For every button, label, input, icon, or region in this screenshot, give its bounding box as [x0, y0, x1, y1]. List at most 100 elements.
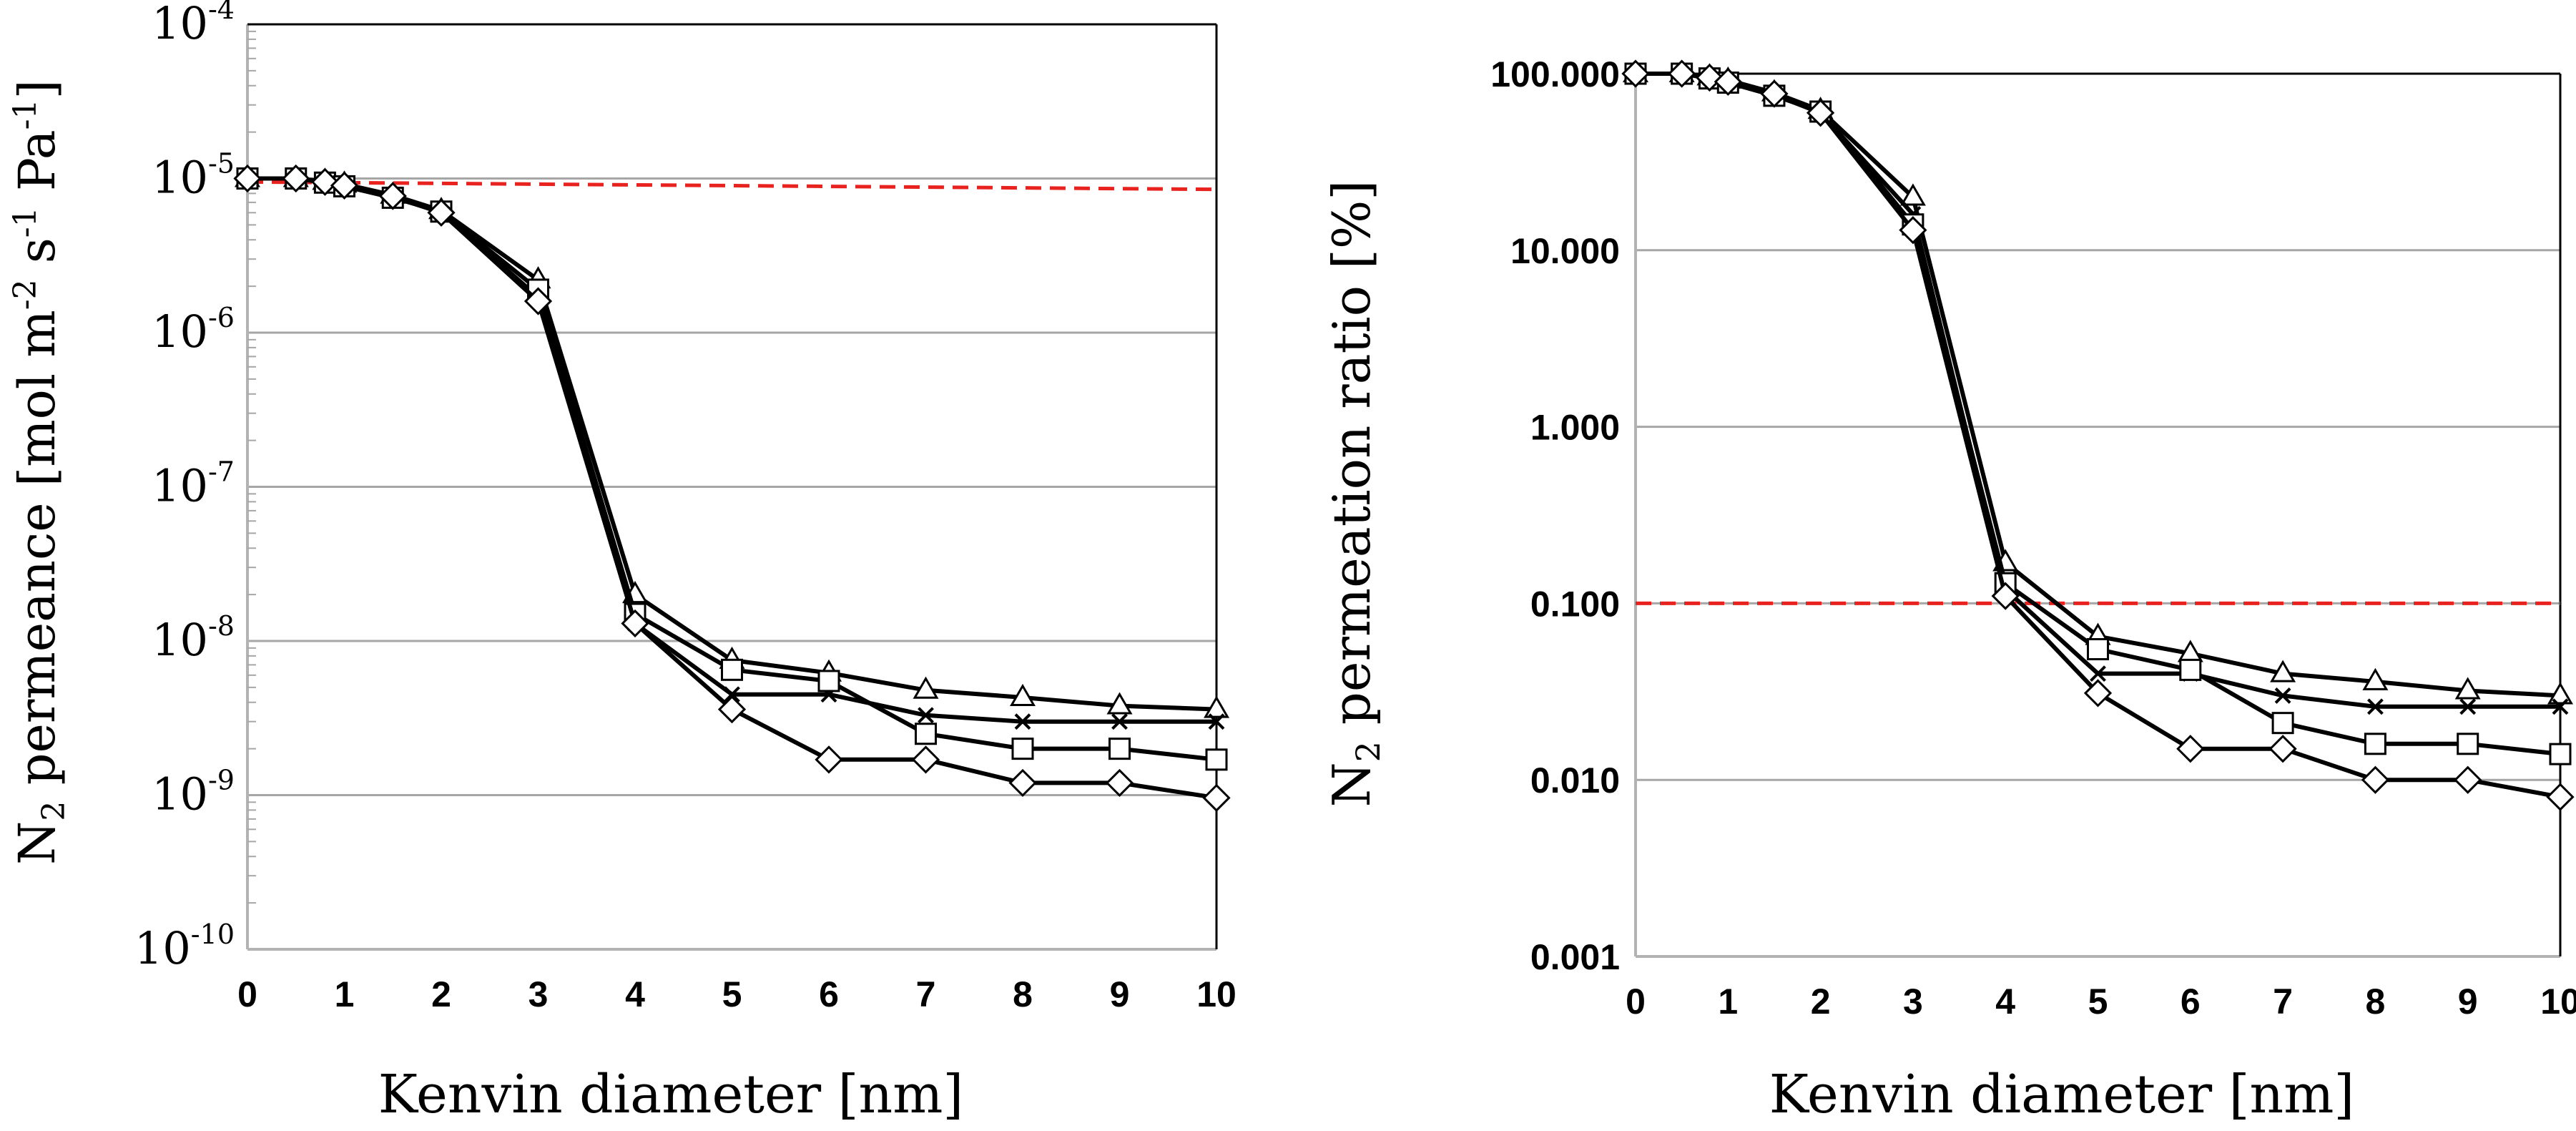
- series-diamond: [233, 164, 1231, 812]
- data-point-diamond: [1621, 59, 1650, 88]
- x-tick-label: 8: [2365, 981, 2385, 1022]
- data-point-diamond: [282, 164, 310, 193]
- x-tick-label: 9: [2458, 981, 2478, 1022]
- x-tick-label: 4: [1995, 981, 2015, 1022]
- y-tick-label: 1.000: [1530, 408, 1620, 448]
- reference-line-dashed: [247, 180, 1217, 192]
- series-line-cross: [1636, 72, 2560, 709]
- x-tick-label: 3: [1903, 981, 1923, 1022]
- data-point-square: [915, 723, 937, 745]
- chart-right-x-tick-labels: 0 1 2 3 4 5 6 7 8 9 10: [1626, 981, 2576, 1022]
- chart-left-reference-line: [247, 180, 1217, 192]
- y-tick-label: 10-4: [152, 0, 235, 49]
- data-point-square: [721, 658, 743, 681]
- data-point-triangle: [1899, 183, 1926, 206]
- x-tick-label: 10: [1196, 974, 1237, 1014]
- chart-left-permeance: 0 1 2 3 4 5 6 7 8 9 10 10-1010-910-810-710-610-510…: [7, 0, 1237, 1125]
- chart-right-x-axis-label: Kenvin diameter [nm]: [1769, 1064, 2355, 1125]
- chart-left-x-axis-label: Kenvin diameter [nm]: [378, 1064, 964, 1125]
- data-point-cross: [2366, 698, 2384, 715]
- data-point-diamond: [2546, 783, 2575, 811]
- y-tick-label: 0.010: [1530, 760, 1620, 800]
- y-tick-label: 10.000: [1510, 231, 1620, 271]
- data-point-cross: [2459, 698, 2477, 715]
- data-point-square: [1011, 738, 1034, 760]
- y-tick-label: 0.001: [1530, 937, 1620, 977]
- data-point-diamond: [1899, 216, 1927, 245]
- y-tick-label: 10-7: [152, 456, 235, 512]
- series-diamond: [1621, 59, 2575, 811]
- chart-right-y-tick-labels: 0.001 0.010 0.100 1.000 10.000 100.000: [1490, 54, 1620, 977]
- data-point-triangle: [2270, 660, 2296, 682]
- data-point-diamond: [1008, 768, 1037, 798]
- x-tick-label: 0: [237, 974, 257, 1014]
- data-point-cross: [918, 707, 934, 724]
- data-point-triangle: [2547, 682, 2574, 705]
- series-square: [236, 167, 1228, 771]
- data-point-triangle: [1009, 683, 1036, 706]
- chart-left-y-tick-labels: 10-10 10-9 10-8 10-7 10-6 10-5 10-4: [134, 0, 235, 974]
- series-cross: [1627, 65, 2569, 715]
- y-tick-label: 10-5: [152, 148, 235, 204]
- chart-left-y-axis-label: N2 permeance [mol m-2 s-1 Pa-1]: [7, 79, 72, 865]
- y-tick-label: 10-6: [152, 302, 235, 358]
- x-tick-label: 7: [2273, 981, 2293, 1022]
- x-tick-label: 1: [1718, 981, 1738, 1022]
- y-tick-label: 100.000: [1490, 54, 1620, 94]
- data-point-diamond: [1105, 768, 1134, 798]
- data-point-square: [2364, 733, 2386, 755]
- data-point-cross: [1014, 713, 1031, 730]
- data-point-diamond: [310, 167, 340, 196]
- data-point-diamond: [2454, 765, 2482, 794]
- x-tick-label: 9: [1110, 974, 1130, 1014]
- series-cross: [239, 170, 1225, 730]
- data-point-diamond: [427, 198, 456, 227]
- x-tick-label: 4: [625, 974, 645, 1014]
- x-tick-label: 6: [819, 974, 839, 1014]
- x-tick-label: 8: [1013, 974, 1033, 1014]
- data-point-diamond: [1668, 59, 1696, 88]
- data-point-diamond: [717, 695, 747, 724]
- data-point-square: [2179, 658, 2202, 681]
- data-point-cross: [1111, 713, 1128, 730]
- data-point-diamond: [523, 287, 553, 315]
- data-point-diamond: [2268, 735, 2297, 763]
- y-tick-label: 10-9: [152, 765, 235, 821]
- series-triangle: [1622, 59, 2574, 705]
- chart-right-permeation-ratio: 0 1 2 3 4 5 6 7 8 9 10 0.001 0.010 0.100 1.000 10.000 1…: [1322, 54, 2576, 1125]
- data-point-triangle: [913, 676, 939, 699]
- data-point-cross: [2274, 687, 2291, 704]
- data-point-diamond: [1991, 582, 2020, 610]
- data-point-triangle: [1203, 695, 1230, 718]
- data-point-diamond: [621, 609, 649, 638]
- data-point-square: [817, 670, 840, 692]
- data-point-square: [2087, 637, 2109, 660]
- data-point-diamond: [911, 745, 940, 774]
- data-point-diamond: [233, 164, 262, 193]
- chart-right-axes: [1634, 72, 2562, 958]
- data-point-cross: [724, 686, 740, 703]
- x-tick-label: 5: [2088, 981, 2108, 1022]
- chart-right-series: [1621, 59, 2575, 811]
- data-point-diamond: [1714, 67, 1742, 96]
- data-point-square: [2549, 743, 2572, 765]
- x-tick-label: 7: [916, 974, 936, 1014]
- x-tick-label: 0: [1626, 981, 1646, 1022]
- data-point-diamond: [2083, 679, 2113, 708]
- data-point-cross: [1208, 713, 1225, 730]
- data-point-triangle: [2362, 667, 2389, 690]
- data-point-cross: [2552, 698, 2569, 715]
- data-point-diamond: [815, 745, 843, 774]
- data-point-cross: [2090, 665, 2106, 682]
- series-square: [1624, 62, 2572, 765]
- data-point-diamond: [330, 171, 359, 200]
- data-point-square: [1205, 748, 1228, 771]
- x-tick-label: 2: [431, 974, 451, 1014]
- data-point-triangle: [2454, 677, 2481, 700]
- data-point-diamond: [1202, 783, 1231, 812]
- y-tick-label: 0.100: [1530, 584, 1620, 624]
- data-point-diamond: [2361, 765, 2390, 794]
- data-point-square: [2457, 733, 2479, 755]
- x-tick-label: 2: [1811, 981, 1831, 1022]
